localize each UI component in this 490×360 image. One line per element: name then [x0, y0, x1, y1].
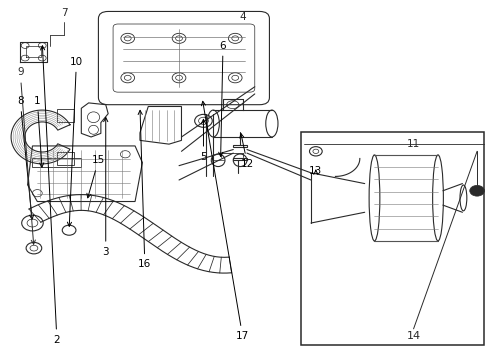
Text: 7: 7: [61, 8, 68, 18]
Text: 4: 4: [239, 12, 246, 22]
Bar: [57, 152, 74, 165]
Bar: [57, 109, 74, 122]
Text: 3: 3: [102, 117, 109, 257]
Circle shape: [470, 185, 485, 196]
Text: 11: 11: [407, 139, 420, 149]
Bar: [301, 132, 485, 345]
Text: 17: 17: [201, 101, 249, 341]
Text: 6: 6: [219, 41, 226, 156]
Bar: [32, 158, 81, 167]
Text: 10: 10: [67, 57, 83, 226]
Text: 5: 5: [200, 119, 207, 162]
Bar: [233, 145, 247, 147]
Text: 14: 14: [407, 331, 420, 341]
Text: 12: 12: [240, 134, 254, 169]
Bar: [233, 158, 247, 160]
Text: 1: 1: [34, 96, 44, 167]
Text: 16: 16: [138, 111, 151, 269]
Text: 15: 15: [87, 155, 105, 198]
Text: 8: 8: [17, 96, 34, 219]
Text: 2: 2: [41, 46, 60, 345]
Text: 9: 9: [17, 67, 35, 244]
Text: 13: 13: [309, 166, 322, 176]
